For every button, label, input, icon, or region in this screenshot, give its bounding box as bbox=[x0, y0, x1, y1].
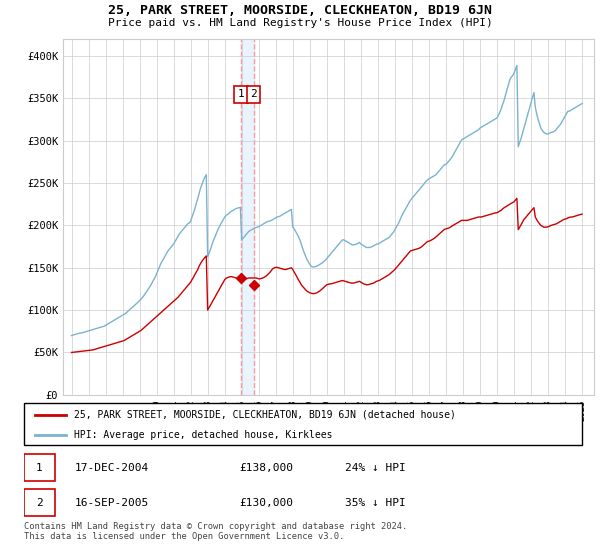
Text: Price paid vs. HM Land Registry's House Price Index (HPI): Price paid vs. HM Land Registry's House … bbox=[107, 18, 493, 28]
Bar bbox=[241, 39, 254, 395]
Text: HPI: Average price, detached house, Kirklees: HPI: Average price, detached house, Kirk… bbox=[74, 430, 333, 440]
Text: 35% ↓ HPI: 35% ↓ HPI bbox=[345, 498, 406, 507]
Text: 1: 1 bbox=[238, 89, 244, 99]
Text: This data is licensed under the Open Government Licence v3.0.: This data is licensed under the Open Gov… bbox=[24, 532, 344, 541]
Text: £130,000: £130,000 bbox=[239, 498, 293, 507]
Text: 2: 2 bbox=[35, 498, 43, 507]
Text: 16-SEP-2005: 16-SEP-2005 bbox=[74, 498, 148, 507]
Bar bbox=[24, 454, 55, 481]
Text: Contains HM Land Registry data © Crown copyright and database right 2024.: Contains HM Land Registry data © Crown c… bbox=[24, 522, 407, 531]
Text: 2: 2 bbox=[250, 89, 257, 99]
Text: 25, PARK STREET, MOORSIDE, CLECKHEATON, BD19 6JN (detached house): 25, PARK STREET, MOORSIDE, CLECKHEATON, … bbox=[74, 409, 456, 419]
Text: 25, PARK STREET, MOORSIDE, CLECKHEATON, BD19 6JN: 25, PARK STREET, MOORSIDE, CLECKHEATON, … bbox=[108, 4, 492, 17]
Text: 1: 1 bbox=[35, 463, 43, 473]
Text: 24% ↓ HPI: 24% ↓ HPI bbox=[345, 463, 406, 473]
Bar bbox=[24, 489, 55, 516]
Text: 17-DEC-2004: 17-DEC-2004 bbox=[74, 463, 148, 473]
Text: £138,000: £138,000 bbox=[239, 463, 293, 473]
